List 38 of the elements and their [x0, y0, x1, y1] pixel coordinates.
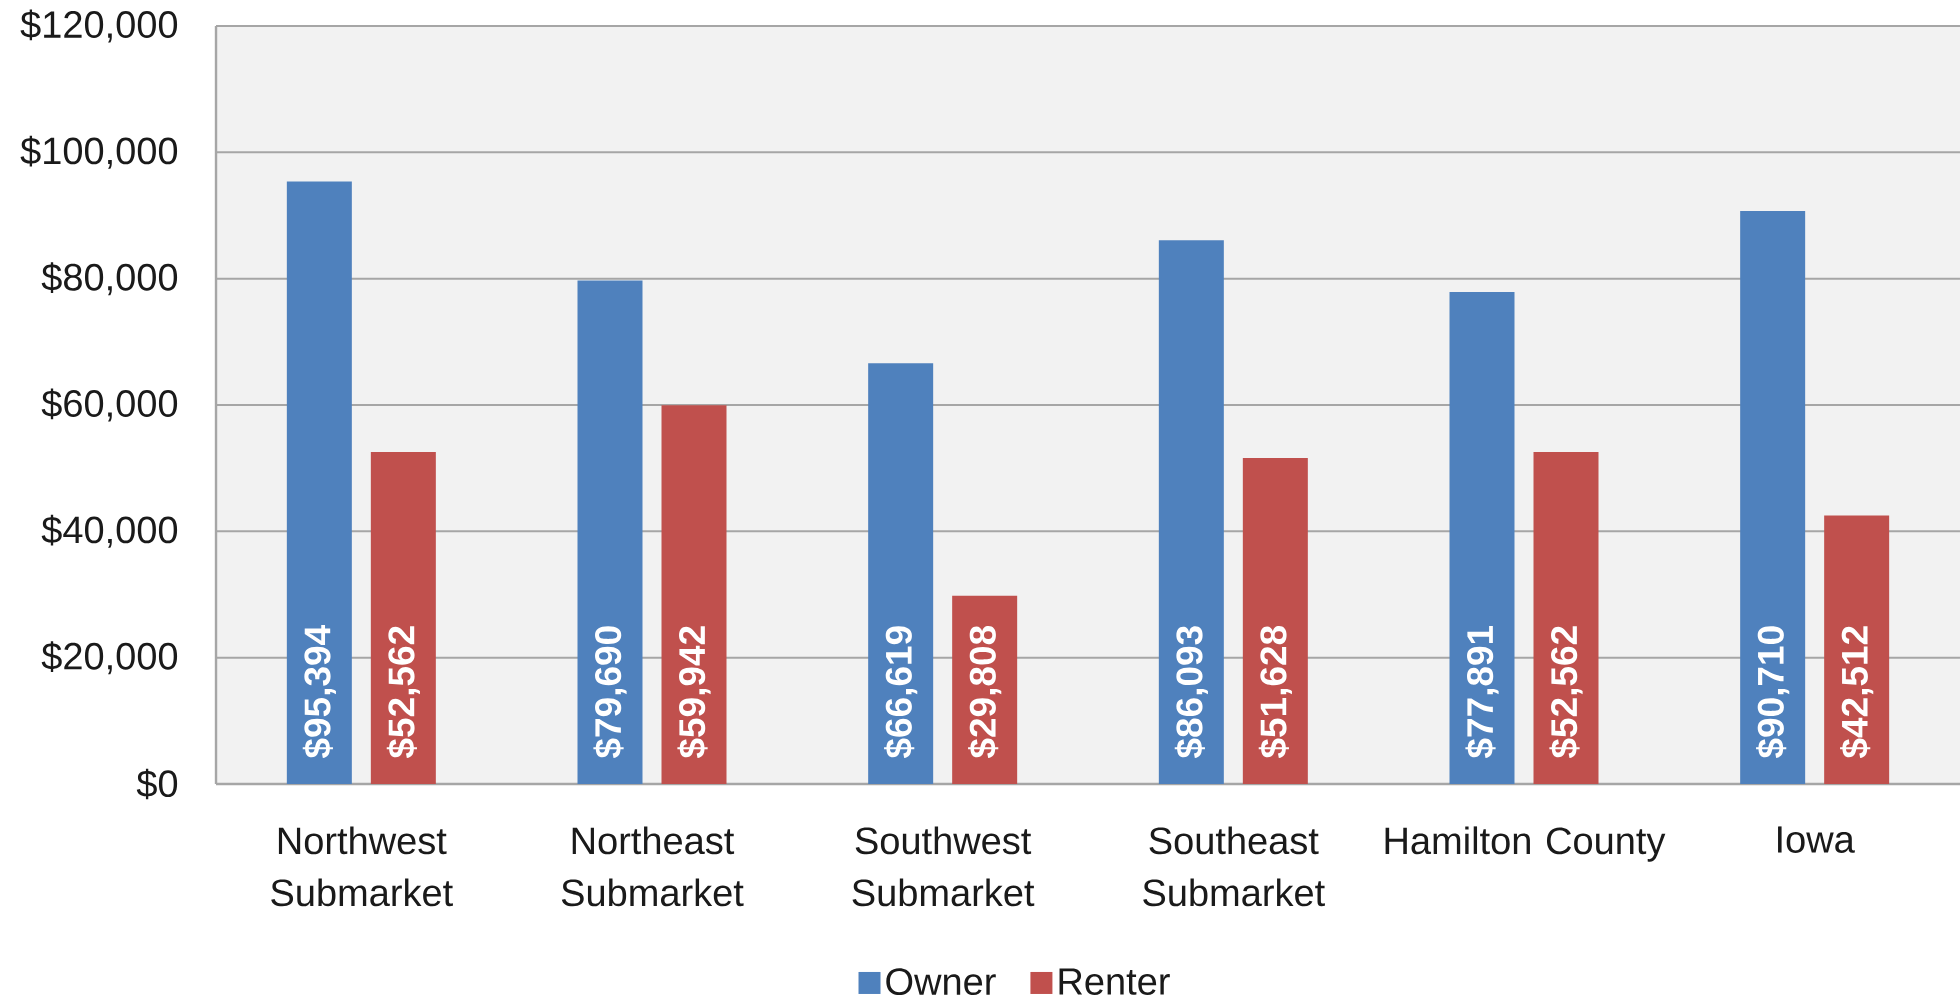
bar	[1158, 240, 1224, 784]
legend-label: Owner	[886, 968, 996, 996]
y-tick-label: $20,000	[41, 641, 178, 675]
x-tick-label: Iowa	[1778, 826, 1855, 853]
data-label: $86,093	[1174, 626, 1208, 759]
bar	[1533, 451, 1599, 784]
y-tick-label: $120,000	[20, 9, 178, 43]
data-label: $52,562	[386, 626, 420, 759]
data-label: $52,562	[1549, 626, 1583, 759]
y-tick-label: $0	[136, 768, 178, 800]
x-tick-label: Southeast Submarket	[1143, 826, 1325, 907]
x-tick-label: Northwest Submarket	[271, 826, 453, 907]
legend-label: Renter	[1059, 968, 1170, 995]
bar	[661, 405, 727, 784]
data-label: $59,942	[677, 626, 711, 759]
data-label: $79,690	[593, 626, 627, 759]
bar	[1740, 211, 1806, 784]
x-tick-label: Northeast Submarket	[561, 826, 744, 907]
bar	[1242, 457, 1308, 784]
data-label: $29,808	[968, 626, 1002, 759]
x-tick-label: Southwest Submarket	[852, 826, 1035, 907]
bar	[1824, 515, 1890, 784]
bar	[1449, 291, 1515, 784]
y-tick-label: $100,000	[20, 135, 178, 169]
y-tick-label: $40,000	[41, 514, 178, 548]
bar	[370, 451, 436, 784]
x-tick-label: Hamilton County	[1385, 826, 1666, 862]
data-label: $95,394	[302, 625, 336, 759]
data-label: $66,619	[884, 626, 918, 759]
bar	[868, 363, 934, 784]
data-label: $42,512	[1840, 626, 1874, 759]
bar	[577, 280, 643, 784]
data-label: $51,628	[1258, 626, 1292, 759]
y-tick-label: $60,000	[41, 388, 178, 422]
bar	[286, 181, 352, 784]
data-label: $90,710	[1756, 626, 1790, 759]
data-label: $77,891	[1465, 625, 1499, 759]
y-tick-label: $80,000	[41, 262, 178, 296]
